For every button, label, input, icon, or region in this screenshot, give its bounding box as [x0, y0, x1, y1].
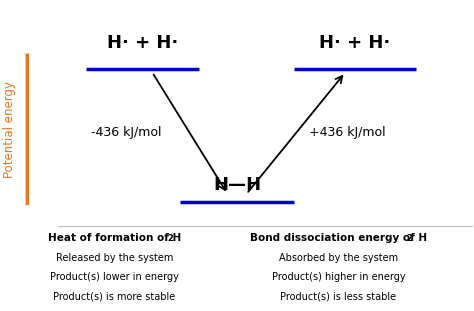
- Text: Released by the system: Released by the system: [56, 253, 173, 262]
- Text: H· + H·: H· + H·: [319, 34, 391, 52]
- Text: Product(s) is more stable: Product(s) is more stable: [54, 291, 175, 301]
- Text: Heat of formation of H: Heat of formation of H: [48, 233, 181, 243]
- Text: Product(s) higher in energy: Product(s) higher in energy: [272, 272, 405, 282]
- Text: 2: 2: [167, 234, 173, 244]
- Text: Product(s) lower in energy: Product(s) lower in energy: [50, 272, 179, 282]
- Text: Bond dissociation energy of H: Bond dissociation energy of H: [250, 233, 427, 243]
- Text: H· + H·: H· + H·: [107, 34, 178, 52]
- Text: Absorbed by the system: Absorbed by the system: [279, 253, 398, 262]
- Text: 2: 2: [406, 234, 412, 244]
- Text: +436 kJ/mol: +436 kJ/mol: [310, 126, 386, 139]
- Text: H—H: H—H: [213, 176, 261, 194]
- Text: Potential energy: Potential energy: [3, 81, 17, 178]
- Text: Product(s) is less stable: Product(s) is less stable: [280, 291, 396, 301]
- Text: -436 kJ/mol: -436 kJ/mol: [91, 126, 162, 139]
